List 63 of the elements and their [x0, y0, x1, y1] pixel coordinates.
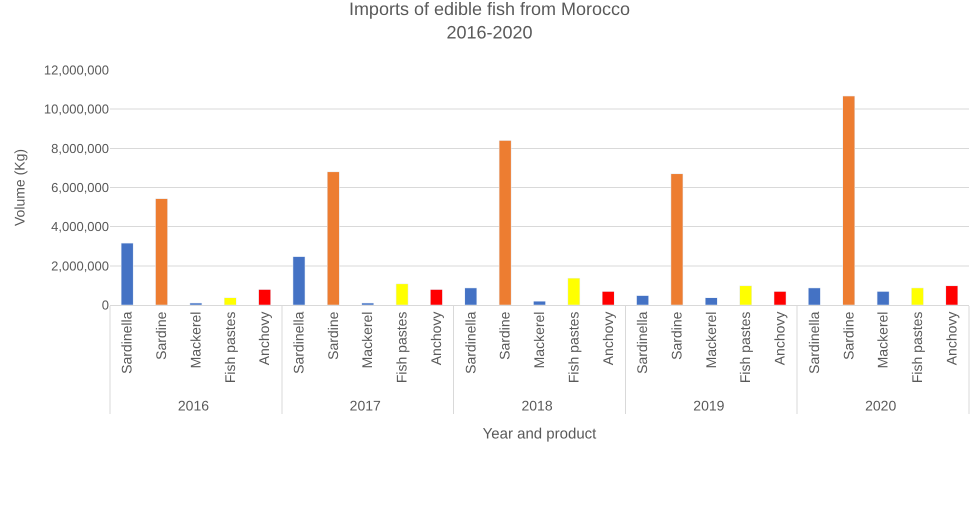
- x-tick-label: Fish pastes: [394, 312, 410, 384]
- x-axis-title: Year and product: [482, 426, 598, 443]
- bar: [636, 295, 649, 305]
- bar: [602, 291, 614, 305]
- bar: [430, 289, 443, 305]
- x-tick-label: Fish pastes: [222, 312, 238, 384]
- y-tick-label: 2,000,000: [51, 258, 109, 274]
- y-tick-label: 0: [102, 298, 109, 313]
- bar: [842, 96, 855, 305]
- bar: [774, 291, 786, 305]
- x-tick-label: Anchovy: [600, 312, 616, 366]
- x-tick-label: Anchovy: [428, 312, 444, 366]
- bar: [911, 288, 924, 305]
- x-tick-label: Mackerel: [531, 312, 548, 368]
- bar: [498, 140, 512, 305]
- bar: [808, 288, 821, 305]
- bar: [292, 256, 306, 305]
- x-tick-label: Sardine: [324, 311, 341, 360]
- x-tick-label: Anchovy: [256, 312, 272, 366]
- bar: [224, 298, 237, 305]
- bar: [946, 286, 958, 305]
- x-tick-label: Sardinella: [634, 311, 650, 374]
- y-tick-label: 4,000,000: [51, 219, 109, 234]
- y-tick-label: 12,000,000: [44, 62, 109, 78]
- x-tick-label: Mackerel: [187, 312, 204, 368]
- x-tick-label: Mackerel: [702, 312, 719, 368]
- bar: [327, 172, 340, 305]
- x-tick-label: Fish pastes: [909, 312, 926, 384]
- x-tick-label: Sardinella: [118, 311, 135, 374]
- bar: [120, 242, 134, 305]
- y-tick-label: 8,000,000: [51, 140, 109, 156]
- y-axis-title: Volume (Kg): [12, 148, 28, 226]
- y-tick-label: 6,000,000: [51, 180, 109, 196]
- text: 2020: [865, 398, 896, 414]
- bar: [739, 286, 752, 305]
- x-tick-label: Sardinella: [462, 311, 478, 374]
- x-tick-label: Sardine: [496, 311, 513, 360]
- text: 2018: [521, 398, 553, 414]
- bar: [705, 298, 718, 305]
- x-tick-label: Sardine: [153, 311, 170, 360]
- text: 2016: [178, 398, 210, 414]
- x-tick-label: Sardinella: [290, 311, 307, 374]
- x-tick-label: Sardine: [840, 311, 856, 360]
- bar: [155, 198, 168, 305]
- bar: [670, 174, 684, 305]
- bar: [533, 301, 546, 305]
- text: 2019: [693, 398, 725, 414]
- x-tick-label: Fish pastes: [737, 312, 754, 384]
- x-tick-label: Mackerel: [359, 312, 376, 368]
- x-tick-label: Anchovy: [772, 312, 788, 366]
- bar: [258, 289, 271, 305]
- x-tick-label: Anchovy: [943, 312, 960, 366]
- bar: [396, 284, 408, 305]
- x-tick-label: Sardine: [668, 311, 684, 360]
- bar: [568, 278, 580, 305]
- text: 2017: [350, 398, 382, 414]
- x-tick-label: Fish pastes: [565, 312, 582, 384]
- bar: [464, 288, 478, 305]
- bar: [876, 291, 890, 305]
- chart-title: Imports of edible fish from Morocco 2016-2020: [348, 0, 630, 43]
- y-tick-label: 10,000,000: [44, 102, 109, 117]
- x-tick-label: Mackerel: [874, 312, 891, 368]
- x-tick-label: Sardinella: [806, 311, 822, 374]
